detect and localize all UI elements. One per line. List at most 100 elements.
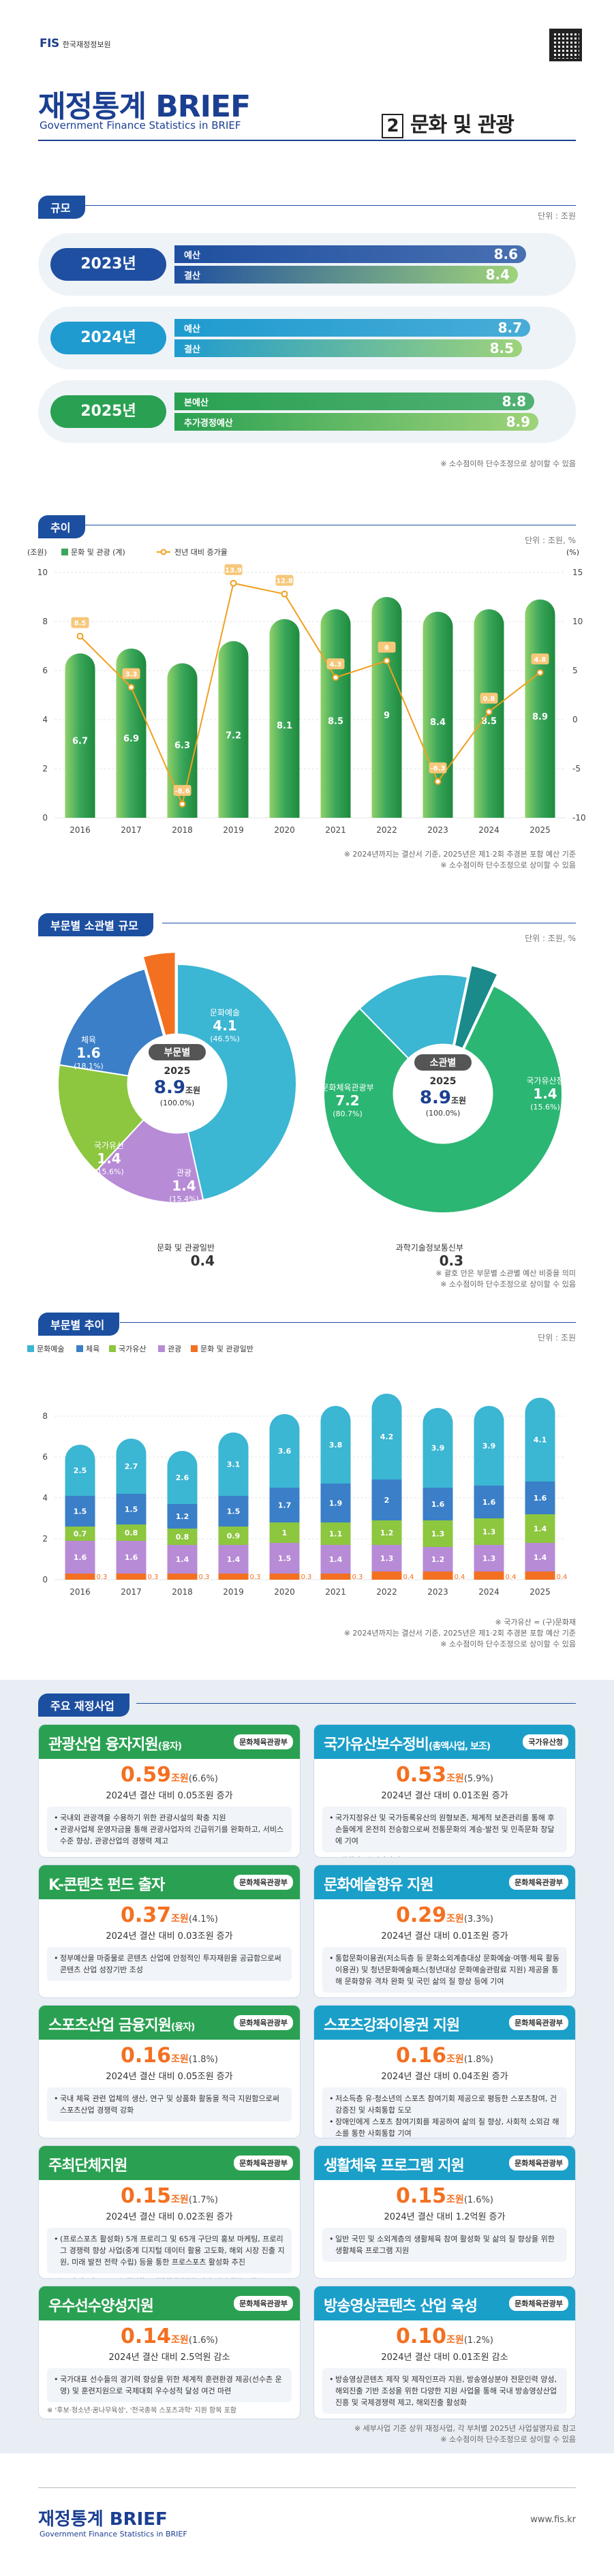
growth-label-box (71, 617, 89, 628)
stack-label: 3.8 (329, 1441, 343, 1450)
scale-bar-label: 결산 (184, 345, 200, 355)
program-card-header: 우수선수양성지원 문화체육관광부 (39, 2286, 300, 2320)
y-right-tick: 15 (572, 568, 583, 577)
stack-segment (65, 1527, 95, 1541)
growth-label-box (531, 653, 549, 664)
section-tag-programs: 주요 재정사업 (38, 1693, 129, 1717)
y-tick: 6 (42, 1452, 48, 1462)
program-card[interactable]: 스포츠강좌이용권 지원 문화체육관광부 0.16조원(1.8%) 2024년 결산 대… (313, 2005, 576, 2138)
program-card[interactable]: 주최단체지원 문화체육관광부 0.15조원(1.7%) 2024년 결산 대비 0.0… (38, 2145, 301, 2279)
year-label: 2023년 (80, 256, 136, 273)
scale-bar: 추가경정예산 8.9 (174, 413, 538, 431)
program-amount-pct: (1.7%) (188, 2195, 218, 2205)
x-tick: 2025 (529, 825, 551, 835)
program-change: 2024년 결산 대비 2.5억원 감소 (108, 2352, 230, 2363)
ministry-badge: 문화체육관광부 (234, 1875, 293, 1890)
stack-label: 1.5 (227, 1507, 241, 1516)
ministry-badge: 문화체육관광부 (509, 1875, 568, 1890)
growth-label-box (173, 784, 191, 796)
sector-note-2: ※ 2024년까지는 결산서 기준, 2025년은 제1·2회 추경본 포함 예… (343, 1629, 576, 1638)
program-amount-value: 0.37 (121, 1903, 172, 1927)
stack-segment (167, 1545, 198, 1574)
pie-slice-pct: (18.1%) (74, 1062, 104, 1071)
stack-label: 0.3 (250, 1574, 261, 1581)
program-amount-unit: 조원 (171, 1914, 189, 1925)
program-description: 국내외 관광객을 수용하기 위한 관광시설의 확충 지원관광사업체 운영자금을 … (47, 1807, 292, 1852)
program-amount-value: 0.14 (121, 2325, 172, 2348)
growth-label: 0.8 (483, 695, 495, 703)
y-left-tick: 0 (42, 813, 48, 823)
stack-label: 2.6 (176, 1473, 189, 1482)
trend-bar-label: 6.7 (72, 736, 88, 746)
program-card[interactable]: 방송영상콘텐츠 산업 육성 문화체육관광부 0.10조원(1.2%) 2024년 결산… (313, 2286, 576, 2419)
stack-label: 1.4 (329, 1555, 343, 1564)
program-card[interactable]: K-콘텐츠 펀드 출자 문화체육관광부 0.37조원(4.1%) 2024년 결산 대… (38, 1865, 301, 1998)
sector-trend-chart: 문화예술 체육 국가유산 관광 문화 및 관광일반 0 2 4 6 8 0.3 1.6 0.7 1.5 2.… (27, 1344, 567, 1597)
program-change: 2024년 결산 대비 0.01조원 증가 (381, 1931, 508, 1942)
program-card[interactable]: 국가유산보수정비(총액사업, 보조) 국가유산청 0.53조원(5.9%) 2024년… (313, 1724, 576, 1858)
y-left-tick: 6 (42, 666, 48, 675)
x-tick: 2021 (325, 1587, 346, 1597)
program-amount-value: 0.53 (396, 1763, 447, 1787)
program-bullet: 국내 체육 관련 업체의 생산, 연구 및 상품화 활동을 적극 지원함으로써 … (54, 2093, 285, 2116)
program-change: 2024년 결산 대비 0.01조원 증가 (381, 1791, 508, 1801)
ministry-badge: 문화체육관광부 (509, 2296, 568, 2311)
x-tick: 2019 (223, 1587, 244, 1597)
stack-segment (525, 1482, 555, 1514)
y-left-tick: 2 (42, 764, 48, 773)
share-note-2: ※ 소수점이하 단수조정으로 상이할 수 있음 (440, 1280, 576, 1289)
stack-label: 1.6 (482, 1498, 496, 1507)
footer-url[interactable]: www.fis.kr (530, 2515, 576, 2525)
legend-bar-label: 문화 및 관광 (계) (71, 548, 125, 557)
program-card[interactable]: 관광산업 융자지원(융자) 문화체육관광부 0.59조원(6.6%) 2024년 결산… (38, 1724, 301, 1858)
growth-label: 4.8 (534, 656, 547, 664)
pie-slice-value: 7.2 (335, 1092, 359, 1109)
program-amount-unit: 조원 (446, 2194, 464, 2205)
footer-subtitle: Government Finance Statistics in BRIEF (40, 2530, 187, 2539)
x-tick: 2017 (121, 825, 142, 835)
legend-swatch (27, 1345, 34, 1352)
stack-label: 0.8 (176, 1533, 189, 1542)
legend-label: 체육 (86, 1345, 99, 1353)
stack-label: 2 (384, 1496, 390, 1505)
year-pill: 2023년 (50, 248, 166, 281)
stack-label: 1 (282, 1529, 288, 1537)
program-title: 문화예술향유 지원 (324, 1877, 434, 1894)
program-title: 우수선수양성지원 (48, 2298, 154, 2315)
program-card[interactable]: 우수선수양성지원 문화체육관광부 0.14조원(1.6%) 2024년 결산 대비 2… (38, 2286, 301, 2419)
section-tag-scale: 규모 (38, 196, 86, 219)
ministry-badge: 문화체육관광부 (234, 1734, 293, 1749)
scale-bar-label: 추가경정예산 (184, 418, 233, 429)
stack-label: 0.3 (97, 1574, 108, 1581)
x-tick: 2021 (325, 825, 346, 835)
scale-bar-label: 예산 (184, 251, 200, 261)
program-card[interactable]: 스포츠산업 금융지원(융자) 문화체육관광부 0.16조원(1.8%) 2024년 결… (38, 2005, 301, 2138)
program-title-suffix: (융자) (157, 1741, 183, 1752)
growth-label: -6.3 (431, 765, 446, 773)
trend-unit: 단위 : 조원, % (525, 536, 576, 545)
scale-unit: 단위 : 조원 (538, 211, 576, 221)
stack-label: 1.3 (380, 1554, 394, 1563)
y-tick: 2 (42, 1534, 48, 1544)
stack-label: 1.3 (431, 1530, 445, 1539)
y-right-tick: -10 (572, 813, 586, 823)
program-bullet: 통합문화이용권(저소득층 등 문화소외계층대상 문화예술·여행·체육 활동 이용… (329, 1952, 560, 1987)
program-card[interactable]: 생활체육 프로그램 지원 문화체육관광부 0.15조원(1.6%) 2024년 결산 … (313, 2145, 576, 2279)
program-description: (프로스포츠 활성화) 5개 프로리그 및 65개 구단의 홍보 마케팅, 프로… (47, 2228, 292, 2273)
growth-label: 4.3 (330, 661, 342, 669)
year-pill: 2025년 (50, 395, 166, 428)
program-amount: 0.16조원(1.8%) (314, 2044, 575, 2068)
stack-segment (65, 1574, 95, 1580)
program-change: 2024년 결산 대비 0.03조원 증가 (106, 1931, 233, 1942)
scale-bar: 본예산 8.8 (174, 393, 534, 410)
stack-label: 4.2 (380, 1432, 394, 1441)
program-amount-pct: (4.1%) (188, 1914, 218, 1925)
program-amount-unit: 조원 (171, 2054, 189, 2065)
stack-segment (167, 1574, 198, 1580)
y-right-tick: 10 (572, 617, 583, 626)
org-logo[interactable]: FIS 한국재정정보원 (40, 37, 111, 50)
program-amount-unit: 조원 (171, 1773, 189, 1784)
stack-label: 0.8 (125, 1529, 138, 1537)
program-card[interactable]: 문화예술향유 지원 문화체육관광부 0.29조원(3.3%) 2024년 결산 대비 … (313, 1865, 576, 1998)
qr-code-icon[interactable] (549, 29, 582, 61)
